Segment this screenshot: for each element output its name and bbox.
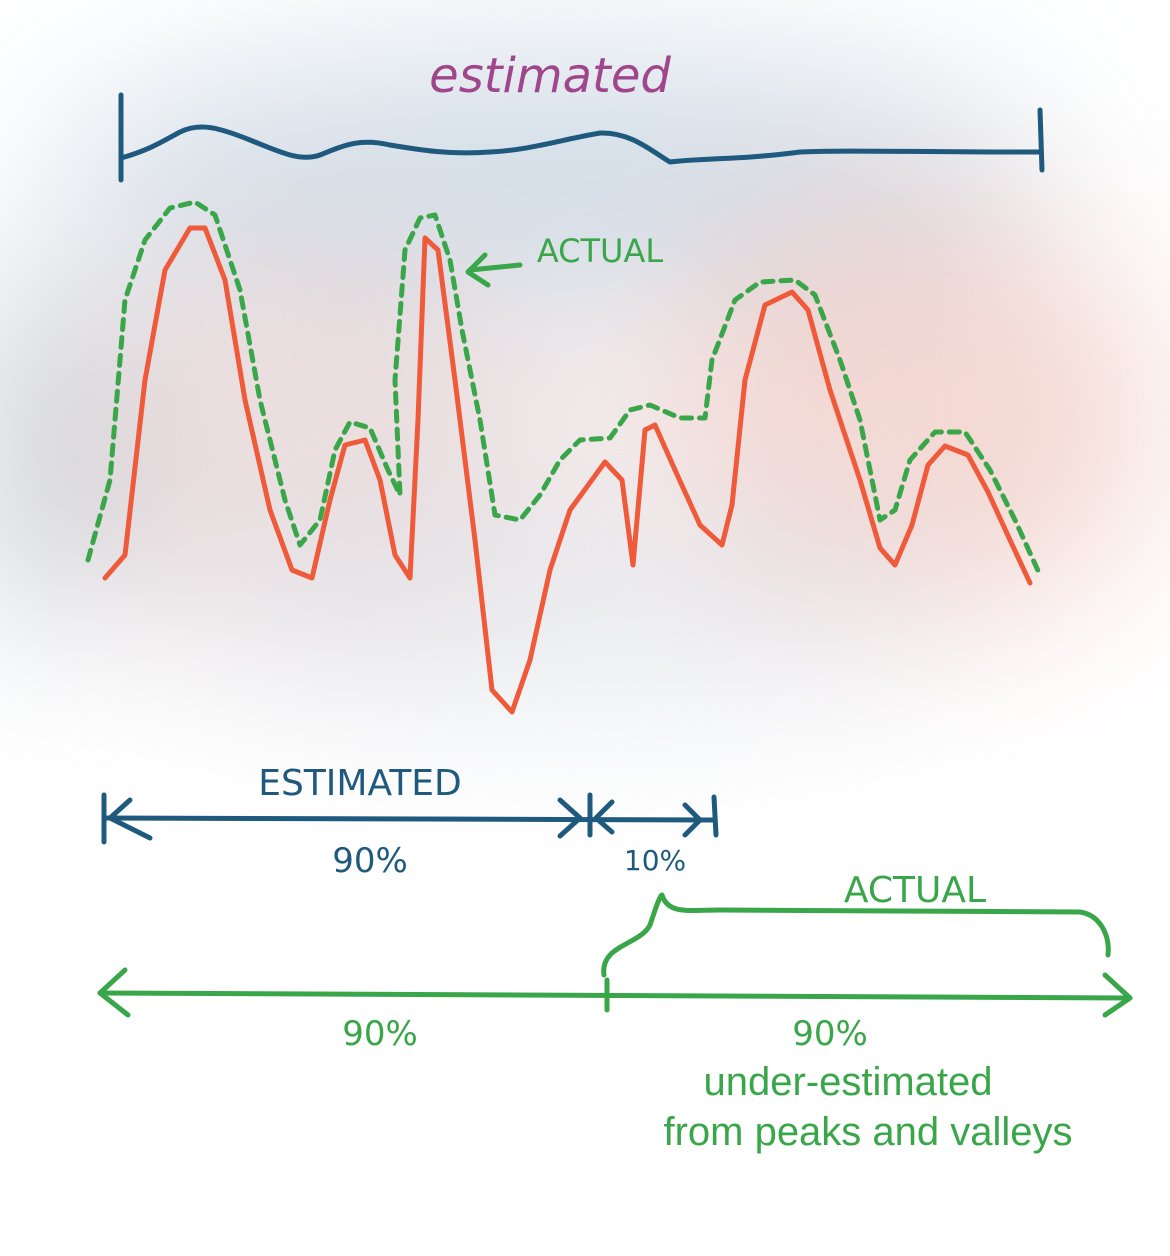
estimated-bar-label: ESTIMATED [258,763,462,804]
estimated-line [118,92,1045,183]
actual-right-pct: 90% [792,1014,868,1054]
background-wash [0,50,1160,720]
actual-bar-label: ACTUAL [844,870,986,911]
estimated-title: estimated [429,48,671,104]
actual-curve-label: ACTUAL [537,232,664,270]
actual-bar [97,892,1133,1018]
actual-left-pct: 90% [342,1014,418,1054]
estimated-curve [102,225,1033,715]
note-line: under-estimated [703,1060,992,1104]
estimated-bar [101,792,719,845]
estimated-left-pct: 90% [332,841,408,881]
actual-pointer [465,252,523,288]
note-line: from peaks and valleys [663,1110,1072,1154]
actual-curve [85,199,1043,578]
estimated-right-pct: 10% [624,844,686,877]
